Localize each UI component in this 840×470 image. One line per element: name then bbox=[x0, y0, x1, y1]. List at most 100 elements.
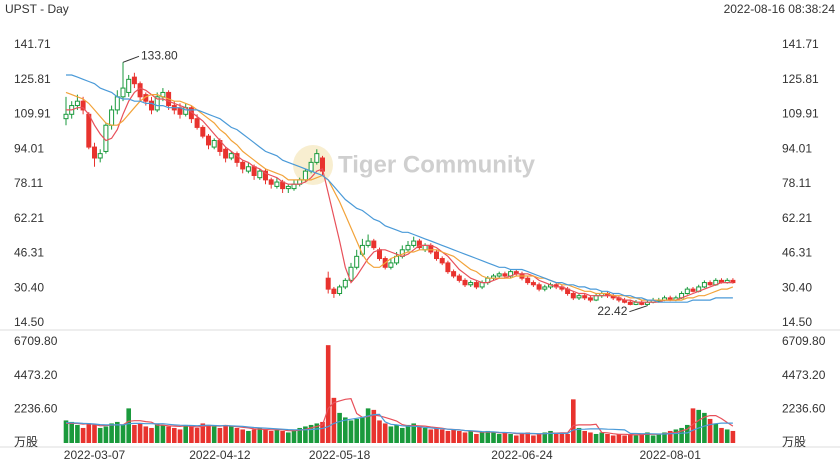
volume-bar bbox=[690, 408, 696, 443]
volume-bar bbox=[194, 427, 200, 443]
candle-body bbox=[416, 240, 422, 249]
volume-bar bbox=[86, 423, 92, 443]
volume-bar bbox=[639, 433, 644, 443]
ma-line bbox=[66, 74, 733, 303]
volume-bar bbox=[120, 424, 126, 443]
volume-bar bbox=[491, 432, 496, 443]
y-tick-label: 62.21 bbox=[14, 211, 44, 225]
volume-bar bbox=[75, 424, 80, 443]
candle-body bbox=[354, 255, 360, 268]
volume-bar bbox=[308, 424, 314, 443]
volume-bar bbox=[331, 397, 337, 443]
candle-body bbox=[314, 153, 320, 163]
volume-bar bbox=[707, 418, 713, 443]
candle-body bbox=[268, 179, 274, 185]
candle-body bbox=[707, 282, 713, 286]
candle-body bbox=[479, 282, 485, 288]
volume-bar bbox=[502, 432, 508, 443]
candle-body bbox=[445, 262, 451, 273]
candle-body bbox=[377, 249, 382, 260]
volume-bar bbox=[251, 429, 257, 443]
candle-body bbox=[92, 146, 97, 159]
volume-bar bbox=[154, 423, 160, 443]
volume-bar bbox=[656, 433, 662, 443]
volume-bar bbox=[719, 427, 724, 443]
candle-body bbox=[251, 166, 257, 176]
volume-bar bbox=[286, 432, 291, 443]
y-tick-label: 125.81 bbox=[782, 72, 819, 86]
candle-body bbox=[388, 262, 394, 268]
candle-body bbox=[114, 96, 120, 111]
y-tick-label: 62.21 bbox=[782, 211, 812, 225]
callout-label: 22.42 bbox=[597, 304, 627, 318]
candle-body bbox=[80, 100, 86, 111]
volume-bar bbox=[474, 433, 479, 443]
volume-bar bbox=[189, 426, 194, 443]
volume-bar bbox=[571, 399, 576, 443]
candle-body bbox=[342, 279, 348, 288]
volume-bar bbox=[280, 430, 285, 443]
candle-body bbox=[451, 271, 457, 277]
volume-bar bbox=[360, 417, 365, 443]
volume-bar bbox=[382, 423, 388, 443]
volume-bar bbox=[137, 423, 143, 443]
candle-body bbox=[149, 100, 154, 111]
volume-bar bbox=[109, 423, 114, 443]
candle-body bbox=[570, 292, 576, 299]
candle-body bbox=[684, 288, 690, 294]
volume-bar bbox=[257, 427, 263, 443]
y-tick-label: 万股 bbox=[14, 435, 38, 449]
y-tick-label: 4473.20 bbox=[782, 368, 826, 382]
y-tick-label: 109.91 bbox=[782, 107, 819, 121]
volume-bar bbox=[702, 412, 707, 443]
volume-bar bbox=[132, 424, 137, 443]
volume-bar bbox=[451, 429, 456, 443]
volume-bar bbox=[354, 418, 359, 443]
candle-body bbox=[223, 148, 229, 159]
volume-bar bbox=[439, 429, 445, 443]
callout-line bbox=[629, 305, 648, 313]
y-tick-label: 14.50 bbox=[14, 315, 44, 329]
volume-bar bbox=[559, 432, 565, 443]
volume-bar bbox=[462, 432, 468, 443]
candle-body bbox=[240, 161, 246, 170]
candle-body bbox=[462, 279, 468, 286]
candle-body bbox=[582, 295, 588, 299]
candle-body bbox=[74, 100, 80, 107]
volume-bar bbox=[525, 432, 530, 443]
volume-bar bbox=[588, 432, 593, 443]
volume-bar bbox=[422, 427, 428, 443]
volume-bar bbox=[97, 427, 103, 443]
ma-line bbox=[66, 398, 734, 436]
y-tick-label: 46.31 bbox=[14, 246, 44, 260]
candle-body bbox=[371, 240, 377, 249]
candle-body bbox=[291, 183, 297, 190]
volume-bar bbox=[263, 429, 268, 443]
volume-bar bbox=[479, 432, 485, 443]
candle-body bbox=[331, 288, 337, 294]
candle-body bbox=[126, 78, 132, 93]
volume-bar bbox=[229, 426, 234, 443]
callout-label: 133.80 bbox=[141, 48, 178, 62]
volume-bar bbox=[417, 426, 422, 443]
candle-body bbox=[627, 301, 633, 305]
y-tick-label: 4473.20 bbox=[14, 368, 58, 382]
volume-bar bbox=[662, 432, 667, 443]
candle-body bbox=[434, 251, 439, 260]
volume-bar bbox=[183, 424, 188, 443]
y-tick-label: 141.71 bbox=[782, 37, 819, 51]
volume-bar bbox=[160, 424, 166, 443]
volume-bar bbox=[645, 432, 650, 443]
y-tick-label: 6709.80 bbox=[782, 334, 826, 348]
volume-bar bbox=[434, 427, 439, 443]
candle-body bbox=[468, 282, 474, 286]
candle-body bbox=[587, 297, 593, 301]
volume-bar bbox=[80, 427, 86, 443]
volume-bar bbox=[553, 433, 559, 443]
candle-body bbox=[285, 185, 291, 190]
volume-bar bbox=[428, 429, 434, 443]
volume-bar bbox=[240, 429, 245, 443]
candle-body bbox=[530, 282, 536, 286]
ma-line bbox=[65, 91, 734, 301]
y-tick-label: 141.71 bbox=[14, 37, 51, 51]
